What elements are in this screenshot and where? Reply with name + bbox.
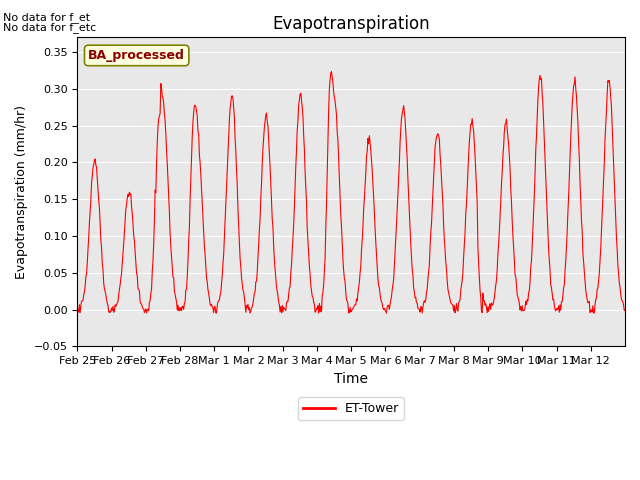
Y-axis label: Evapotranspiration (mm/hr): Evapotranspiration (mm/hr) [15,105,28,279]
Text: No data for f_et: No data for f_et [3,12,90,23]
Title: Evapotranspiration: Evapotranspiration [273,15,430,33]
Legend: ET-Tower: ET-Tower [298,397,404,420]
X-axis label: Time: Time [334,372,368,385]
Text: BA_processed: BA_processed [88,49,185,62]
Text: No data for f_etc: No data for f_etc [3,22,97,33]
